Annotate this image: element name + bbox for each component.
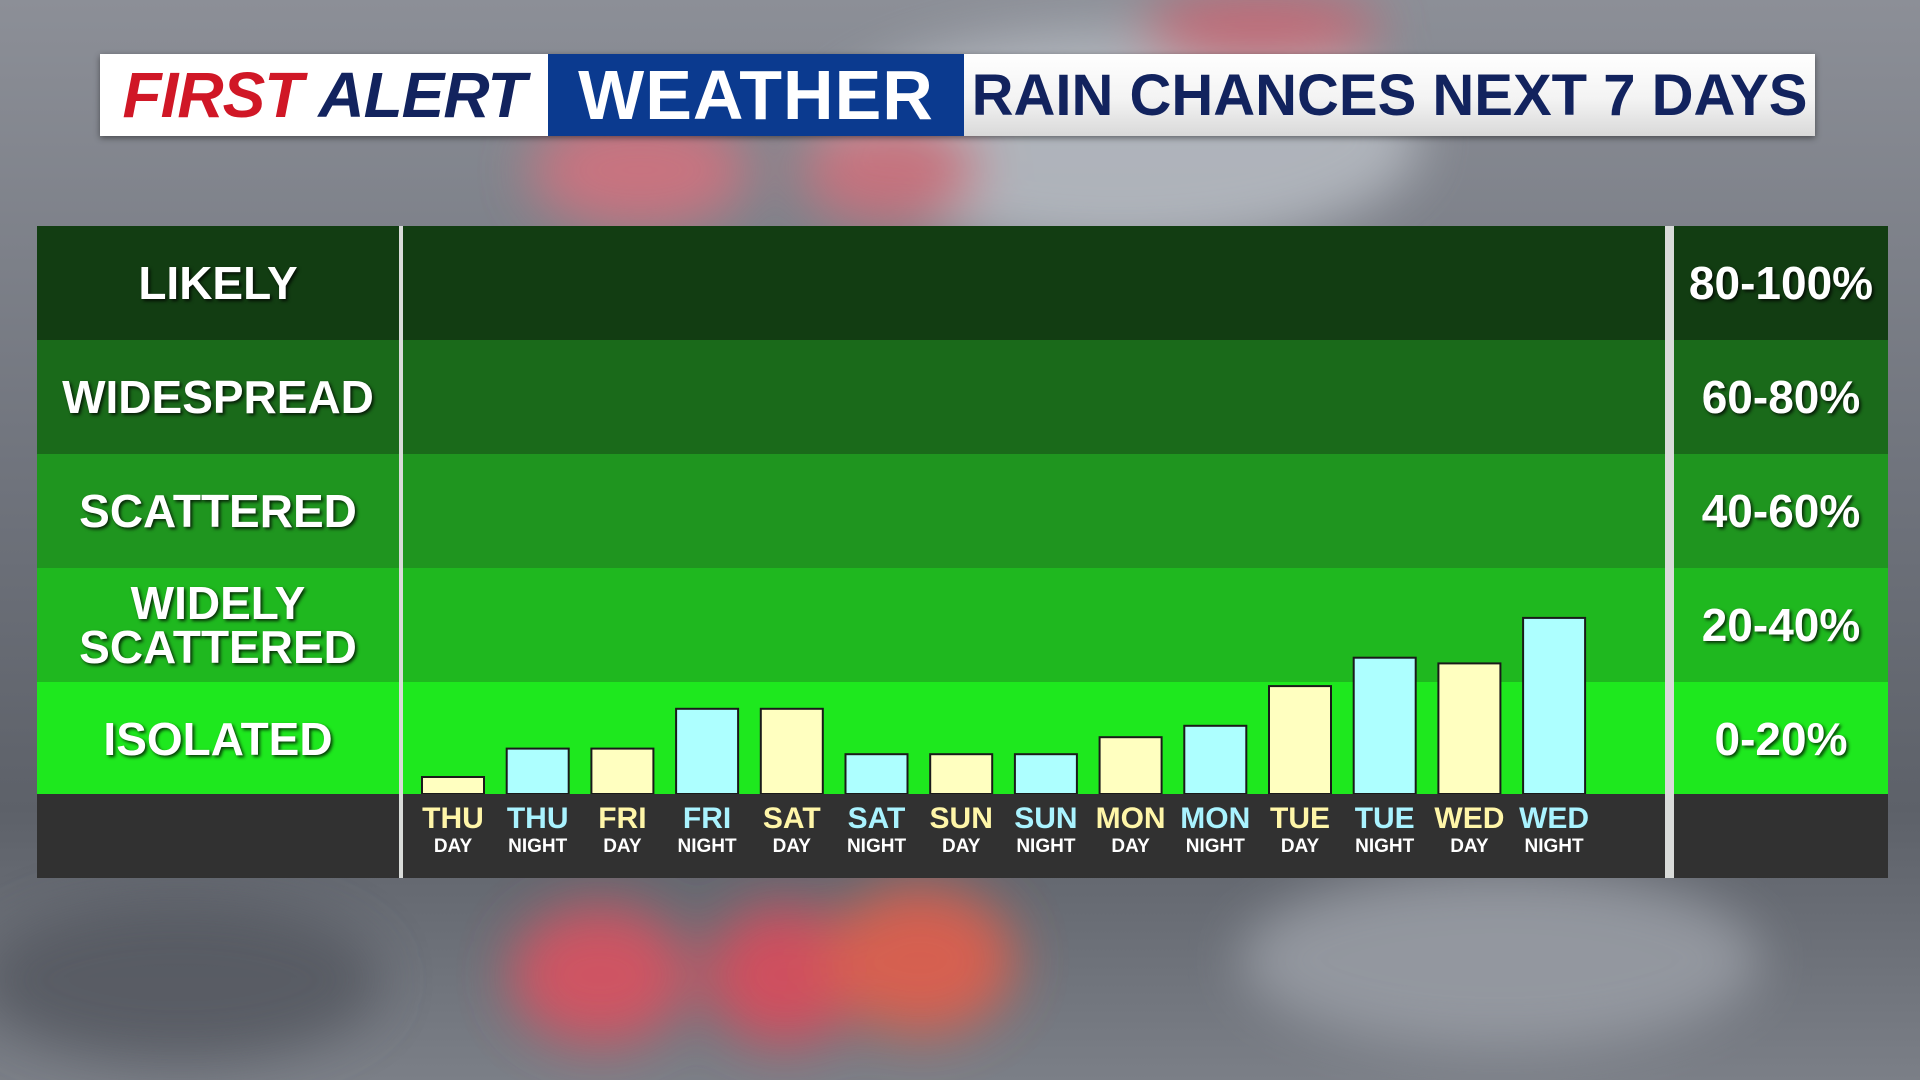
x-label-day: SAT xyxy=(762,802,821,835)
x-label-period: NIGHT xyxy=(846,836,907,857)
x-label-sun-day: SUN DAY xyxy=(919,794,1003,858)
x-label-sat-day: SAT DAY xyxy=(750,794,834,858)
x-label-period: DAY xyxy=(772,836,811,857)
bar-tue-night xyxy=(1352,656,1417,794)
x-label-period: NIGHT xyxy=(1524,836,1584,857)
x-label-period: DAY xyxy=(942,836,981,857)
x-label-tue-night: TUE NIGHT xyxy=(1343,794,1427,858)
x-label-period: DAY xyxy=(1280,836,1320,857)
chart-title: RAIN CHANCES NEXT 7 DAYS xyxy=(964,54,1815,136)
x-label-day: SUN xyxy=(929,802,993,835)
band-label-likely: LIKELY xyxy=(37,226,399,340)
band-fill-widespread xyxy=(403,340,1665,454)
x-label-sun-night: SUN NIGHT xyxy=(1004,794,1088,858)
brand-alert-text: ALERT xyxy=(318,59,526,131)
x-label-day: SUN xyxy=(1014,802,1078,835)
x-axis-strip xyxy=(403,794,1665,878)
x-label-day: MON xyxy=(1095,802,1166,835)
band-label-widespread: WIDESPREAD xyxy=(37,340,399,454)
x-label-period: DAY xyxy=(433,836,473,857)
bar-wed-day xyxy=(1437,662,1502,794)
x-label-day: THU xyxy=(506,802,569,835)
rain-chance-chart: LIKELY WIDESPREAD SCATTERED WIDELY SCATT… xyxy=(37,226,1888,878)
bar-tue-day xyxy=(1268,685,1332,794)
header-banner: FIRST ALERT WEATHER RAIN CHANCES NEXT 7 … xyxy=(100,54,1815,136)
bar-sun-night xyxy=(1013,753,1078,794)
x-label-fri-night: FRI NIGHT xyxy=(665,794,749,858)
x-label-period: NIGHT xyxy=(1016,836,1076,857)
bar-wed-night xyxy=(1522,616,1587,794)
divider-right xyxy=(1665,226,1674,878)
band-fill-scattered xyxy=(403,454,1665,568)
bar-fri-day xyxy=(590,747,655,794)
x-label-period: NIGHT xyxy=(1355,836,1415,857)
x-label-period: NIGHT xyxy=(508,836,568,857)
band-range-scattered: 40-60% xyxy=(1674,454,1888,568)
bar-mon-night xyxy=(1183,724,1248,794)
x-label-sat-night: SAT NIGHT xyxy=(835,794,919,858)
bar-sat-day xyxy=(759,707,824,794)
x-label-wed-day: WED DAY xyxy=(1427,794,1511,858)
band-range-likely: 80-100% xyxy=(1674,226,1888,340)
brand-first-text: FIRST xyxy=(122,59,303,131)
x-label-day: TUE xyxy=(1354,802,1415,835)
band-label-widely-scattered: WIDELY SCATTERED xyxy=(37,568,399,682)
x-label-day: TUE xyxy=(1270,802,1330,835)
x-label-fri-day: FRI DAY xyxy=(580,794,664,858)
x-label-tue-day: TUE DAY xyxy=(1258,794,1342,858)
band-fill-likely xyxy=(403,226,1665,340)
x-label-day: MON xyxy=(1180,802,1251,835)
x-label-mon-day: MON DAY xyxy=(1089,794,1173,858)
x-axis-labels: THU DAY THU NIGHT FRI DAY FRI NIGHT SAT DAY SAT NIG… xyxy=(403,794,1665,878)
bar-sun-day xyxy=(929,753,994,794)
x-label-day: FRI xyxy=(598,802,647,835)
x-label-day: WED xyxy=(1434,802,1505,835)
x-label-thu-day: THU DAY xyxy=(411,794,495,858)
divider-left xyxy=(399,226,403,878)
band-label-scattered: SCATTERED xyxy=(37,454,399,568)
bar-mon-day xyxy=(1098,736,1163,794)
x-label-period: NIGHT xyxy=(1185,836,1245,857)
bar-thu-day xyxy=(421,776,485,794)
x-label-thu-night: THU NIGHT xyxy=(496,794,580,858)
brand-weather-text: WEATHER xyxy=(548,54,964,136)
band-range-isolated: 0-20% xyxy=(1674,682,1888,796)
x-label-day: FRI xyxy=(682,802,732,835)
bar-thu-night xyxy=(505,747,570,794)
footer-left xyxy=(37,794,399,878)
x-label-day: SAT xyxy=(847,802,906,835)
x-label-day: WED xyxy=(1519,802,1590,835)
bar-sat-night xyxy=(844,753,909,794)
band-range-widespread: 60-80% xyxy=(1674,340,1888,454)
band-label-isolated: ISOLATED xyxy=(37,682,399,796)
x-label-period: DAY xyxy=(1450,836,1489,857)
brand-logo: FIRST ALERT xyxy=(100,54,548,136)
x-label-period: DAY xyxy=(603,836,642,857)
x-label-period: DAY xyxy=(1111,836,1150,857)
x-label-period: NIGHT xyxy=(677,836,737,857)
footer-right xyxy=(1674,794,1888,878)
bar-fri-night xyxy=(675,707,740,794)
x-label-wed-night: WED NIGHT xyxy=(1512,794,1596,858)
x-label-day: THU xyxy=(422,802,484,835)
bars-area xyxy=(421,616,1587,794)
x-label-mon-night: MON NIGHT xyxy=(1173,794,1257,858)
band-range-widely-scattered: 20-40% xyxy=(1674,568,1888,682)
